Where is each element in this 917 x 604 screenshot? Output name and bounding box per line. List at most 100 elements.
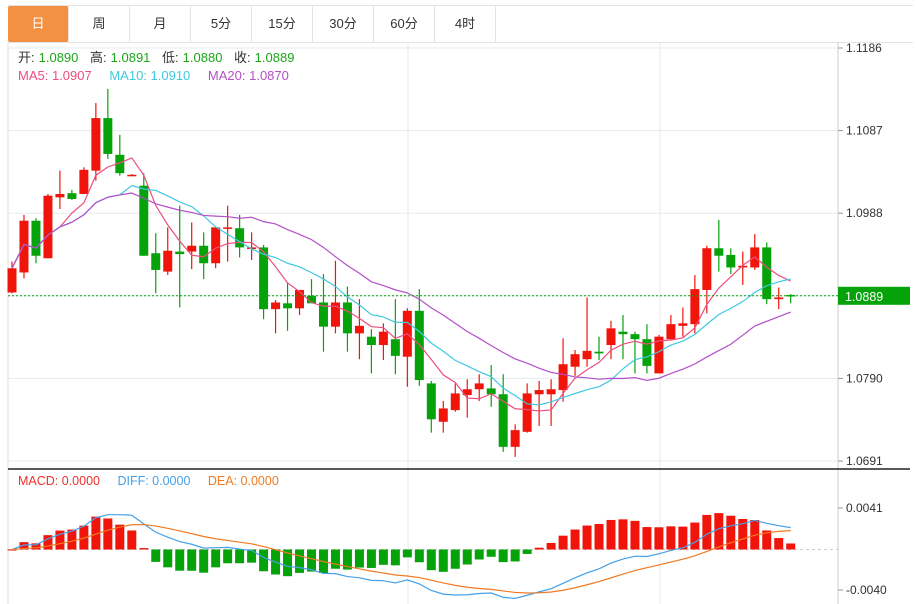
candle-body <box>522 393 532 432</box>
candle-body <box>666 324 676 340</box>
macd-bar <box>438 549 448 572</box>
candle <box>474 374 484 401</box>
candle-body <box>534 390 544 395</box>
ma20-line <box>11 192 791 382</box>
macd-bar <box>390 549 400 566</box>
candle-body <box>354 325 364 334</box>
candle <box>618 314 628 360</box>
candle-body <box>211 227 221 264</box>
open-label: 开: <box>18 50 35 65</box>
macd-bar <box>690 522 700 550</box>
macd-bar <box>7 549 17 551</box>
candle-body <box>283 303 293 309</box>
macd-bar <box>55 530 65 550</box>
candle-body <box>199 245 209 264</box>
candle <box>582 297 592 367</box>
candle <box>546 379 556 426</box>
candle-body <box>462 389 472 396</box>
macd-bar <box>402 549 412 558</box>
candle-body <box>342 302 352 334</box>
candle <box>786 294 796 304</box>
candle-body <box>31 220 41 256</box>
candle-body <box>546 389 556 395</box>
candle-body <box>618 331 628 335</box>
macd-bar <box>462 549 472 565</box>
candle-body <box>115 154 125 174</box>
macd-bar <box>414 549 424 563</box>
candle <box>103 88 113 159</box>
candle <box>606 320 616 360</box>
tab-60分[interactable]: 60分 <box>374 6 435 42</box>
candle-body <box>223 227 233 229</box>
macd-bar <box>342 549 352 570</box>
tab-月[interactable]: 月 <box>130 6 191 42</box>
macd-bar <box>702 514 712 550</box>
candle <box>498 374 508 452</box>
ma10-line <box>11 184 791 406</box>
macd-bar <box>666 526 676 550</box>
candle <box>187 222 197 270</box>
candle-body <box>163 250 173 272</box>
candle <box>378 323 388 361</box>
candle-body <box>307 295 316 304</box>
macd-bar <box>307 549 316 572</box>
price-tick-label: 1.0790 <box>846 371 883 385</box>
macd-bar <box>151 549 161 562</box>
macd-bar <box>378 549 388 565</box>
ma20-value: MA20: 1.0870 <box>207 68 289 83</box>
candle-body <box>606 328 616 346</box>
macd-bar <box>175 549 185 571</box>
candle-body <box>702 248 712 290</box>
macd-bar <box>570 529 580 550</box>
candle-body <box>91 118 101 171</box>
candle-body <box>139 185 149 256</box>
candle-body <box>486 388 496 395</box>
tab-30分[interactable]: 30分 <box>313 6 374 42</box>
macd-bar <box>774 538 784 550</box>
candle-body <box>582 350 592 360</box>
macd-bar <box>678 526 688 550</box>
candle <box>79 167 89 195</box>
candle <box>259 244 269 320</box>
close-value: 1.0889 <box>254 50 295 65</box>
candle <box>235 214 245 258</box>
candle <box>307 279 316 304</box>
current-price-tag <box>838 286 910 305</box>
macd-bar <box>139 548 149 550</box>
tab-15分[interactable]: 15分 <box>252 6 313 42</box>
macd-bar <box>211 549 221 568</box>
price-tick-label: 1.0988 <box>846 206 883 220</box>
macd-bar <box>558 535 568 550</box>
tab-日[interactable]: 日 <box>8 6 69 42</box>
open-value: 1.0890 <box>38 50 79 65</box>
macd-bar <box>115 524 125 550</box>
macd-bar <box>654 527 664 550</box>
dea-value: DEA: 0.0000 <box>207 474 279 488</box>
candle-body <box>558 364 568 391</box>
diff-line <box>11 514 791 600</box>
ma10-value: MA10: 1.0910 <box>109 68 191 83</box>
macd-bar <box>630 520 640 550</box>
tab-4时[interactable]: 4时 <box>435 6 496 42</box>
candle-body <box>187 245 197 252</box>
ma5-value: MA5: 1.0907 <box>18 68 92 83</box>
candle-body <box>498 394 508 447</box>
tab-5分[interactable]: 5分 <box>191 6 252 42</box>
candle <box>7 261 17 294</box>
candle-body <box>19 220 29 273</box>
candle-body <box>330 302 340 327</box>
macd-tick-label: 0.0041 <box>846 501 883 515</box>
candle-body <box>690 289 700 325</box>
candle <box>762 242 772 305</box>
macd-bar <box>163 549 173 568</box>
macd-bar <box>582 525 592 550</box>
candle <box>750 234 760 270</box>
macd-value: MACD: 0.0000 <box>18 474 100 488</box>
candle <box>678 307 688 337</box>
candle <box>642 324 652 374</box>
macd-bar <box>354 549 364 568</box>
tab-周[interactable]: 周 <box>69 6 130 42</box>
candle <box>139 173 149 256</box>
